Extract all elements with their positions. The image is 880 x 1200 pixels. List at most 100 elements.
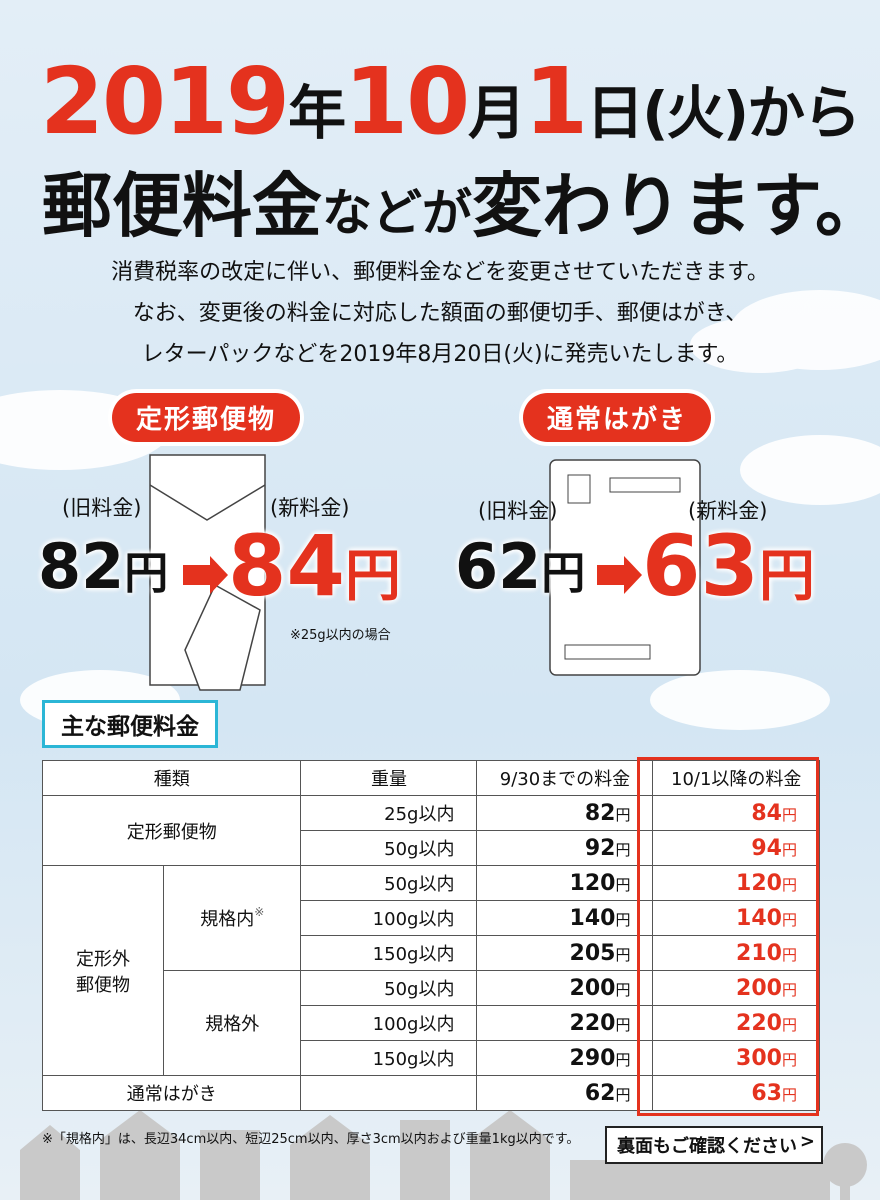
category-cell: 定形外 郵便物	[42, 865, 164, 1076]
table-row: 100g以内 220円 220円	[43, 1005, 820, 1041]
price-number: 220	[569, 1010, 616, 1036]
subcategory-cell: 規格外	[162, 970, 302, 1076]
title-part: 郵便料金	[42, 165, 322, 247]
price-unit: 円	[781, 1015, 797, 1034]
weight-cell: 100g以内	[300, 900, 478, 936]
price-unit: 円	[344, 544, 401, 609]
price-unit: 円	[781, 840, 797, 859]
price-cell: 63円	[652, 1075, 820, 1111]
price-unit: 円	[781, 1085, 797, 1104]
price-number: 220	[736, 1010, 782, 1036]
subcategory-name: 規格内	[200, 909, 255, 930]
weight-cell: 50g以内	[300, 830, 478, 866]
title-line-1: 2019年10月1日(火)から	[40, 48, 861, 155]
price-cell: 82円	[476, 795, 654, 831]
table-row: 150g以内 205円 210円	[43, 935, 820, 971]
price-number: 140	[736, 905, 782, 931]
intro-line: なお、変更後の料金に対応した額面の郵便切手、郵便はがき、	[132, 301, 748, 326]
price-unit: 円	[615, 1050, 631, 1069]
price-number: 300	[736, 1045, 782, 1071]
price-unit: 円	[124, 548, 169, 599]
price-unit: 円	[758, 544, 815, 609]
price-cell: 62円	[476, 1075, 654, 1111]
title-line-2: 郵便料金などが変わります。	[42, 150, 880, 251]
title-part: 年	[288, 79, 346, 147]
price-cell: 200円	[476, 970, 654, 1006]
category-cell: 通常はがき	[41, 1075, 302, 1111]
rate-table: 種類 重量 9/30までの料金 10/1以降の料金 定形郵便物 25g以内 82円 8…	[41, 760, 820, 1111]
title-part: 変わります。	[472, 165, 880, 247]
price-number: 63	[642, 517, 759, 615]
new-label: (新料金)	[270, 496, 350, 520]
price-cell: 140円	[652, 900, 820, 936]
column-header: 9/30までの料金	[476, 760, 654, 796]
price-unit: 円	[615, 1085, 631, 1104]
old-price: 62円	[455, 530, 585, 603]
price-cell: 220円	[652, 1005, 820, 1041]
table-row: 規格外 50g以内 200円 200円	[43, 970, 820, 1076]
title-part: 月	[468, 79, 526, 147]
category-line: 定形外	[76, 948, 130, 970]
table-row: 通常はがき 62円 63円	[41, 1075, 820, 1111]
price-unit: 円	[615, 875, 631, 894]
price-number: 82	[38, 530, 125, 603]
price-cell: 120円	[476, 865, 654, 901]
price-number: 200	[569, 975, 616, 1001]
new-label: (新料金)	[688, 499, 768, 523]
price-unit: 円	[615, 1015, 631, 1034]
price-number: 140	[569, 905, 616, 931]
price-number: 94	[751, 835, 782, 861]
price-number: 62	[455, 530, 542, 603]
price-unit: 円	[781, 875, 797, 894]
price-cell: 290円	[476, 1040, 654, 1076]
price-cell: 140円	[476, 900, 654, 936]
price-number: 62	[584, 1080, 616, 1106]
price-unit: 円	[781, 910, 797, 929]
header-row: 種類 重量 9/30までの料金 10/1以降の料金	[41, 760, 820, 796]
title-part: などが	[322, 184, 472, 242]
column-header: 重量	[300, 760, 478, 796]
intro-line: レターパックなどを2019年8月20日(火)に発売いたします。	[141, 342, 739, 367]
price-unit: 円	[781, 980, 797, 999]
price-unit: 円	[615, 945, 631, 964]
title-part: 10	[344, 48, 470, 155]
category-line: 郵便物	[76, 974, 130, 996]
highlight-note: ※25g以内の場合	[290, 628, 391, 643]
subcategory-cell: 規格内※	[162, 865, 302, 971]
price-unit: 円	[615, 805, 631, 824]
price-cell: 220円	[476, 1005, 654, 1041]
price-cell: 210円	[652, 935, 820, 971]
weight-cell: 150g以内	[300, 935, 478, 971]
price-cell: 205円	[476, 935, 654, 971]
price-cell: 92円	[476, 830, 654, 866]
price-number: 120	[736, 870, 782, 896]
old-label: (旧料金)	[62, 496, 142, 520]
price-unit: 円	[781, 805, 797, 824]
price-number: 120	[569, 870, 616, 896]
price-number: 84	[228, 517, 345, 615]
price-unit: 円	[615, 840, 631, 859]
see-back-button[interactable]: 裏面もご確認ください >	[605, 1126, 823, 1164]
category-cell: 定形郵便物	[41, 795, 302, 866]
table-row: 50g以内 92円 94円	[43, 830, 820, 866]
price-cell: 84円	[652, 795, 820, 831]
price-number: 84	[751, 800, 782, 826]
price-cell: 120円	[652, 865, 820, 901]
price-unit: 円	[541, 548, 586, 599]
button-text: 裏面もご確認ください	[617, 1136, 797, 1157]
weight-cell: 100g以内	[300, 1005, 478, 1041]
price-unit: 円	[615, 910, 631, 929]
price-number: 210	[736, 940, 782, 966]
footnote-mark: ※	[254, 905, 265, 919]
weight-cell: 25g以内	[300, 795, 478, 831]
highlight-label: 定形郵便物	[112, 393, 301, 442]
column-header: 10/1以降の料金	[652, 760, 820, 796]
column-header: 種類	[41, 760, 302, 796]
intro: 消費税率の改定に伴い、郵便料金などを変更させていただきます。 なお、変更後の料金…	[0, 252, 880, 375]
table-row: 定形外 郵便物 規格内※ 50g以内 120円 120円	[42, 865, 820, 1076]
weight-cell: 50g以内	[300, 865, 478, 901]
price-number: 205	[569, 940, 616, 966]
subcategory-name: 規格外	[205, 1014, 260, 1035]
